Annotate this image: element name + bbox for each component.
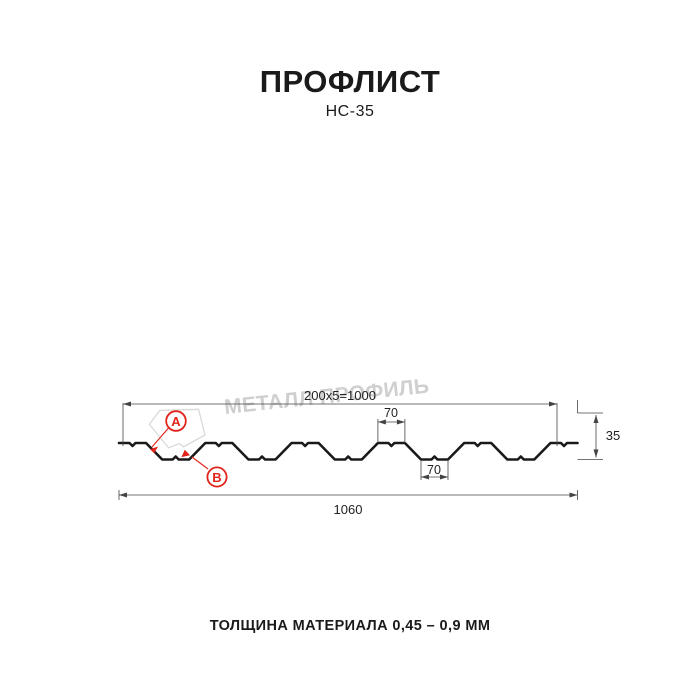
svg-text:70: 70 [384, 406, 398, 420]
svg-text:70: 70 [427, 463, 441, 477]
svg-text:1060: 1060 [334, 502, 363, 517]
svg-text:200x5=1000: 200x5=1000 [304, 388, 376, 403]
svg-text:B: B [212, 470, 221, 485]
svg-text:35: 35 [606, 428, 620, 443]
svg-text:A: A [171, 414, 181, 429]
